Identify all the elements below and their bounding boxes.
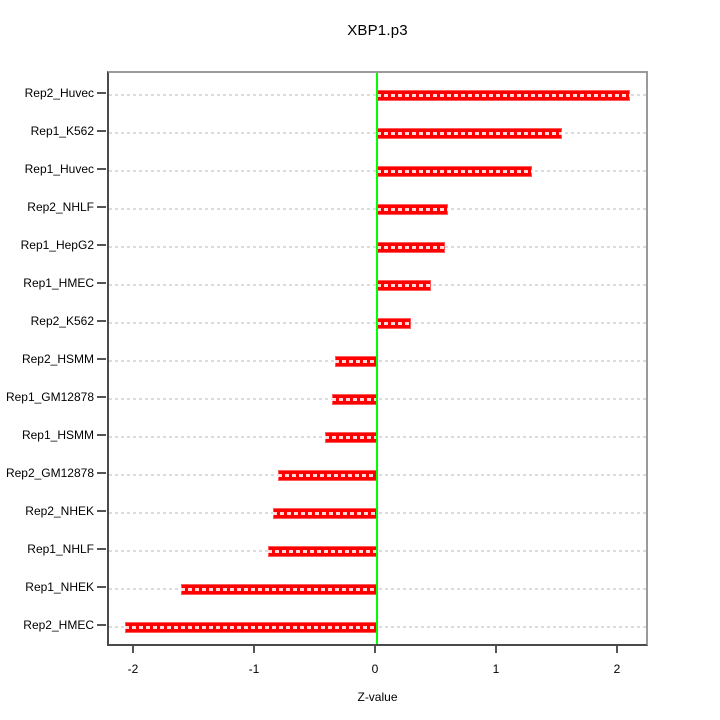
y-tick (97, 244, 106, 247)
gridline-over-bar (377, 246, 445, 250)
y-axis-category-label: Rep2_HSMM (21, 352, 94, 367)
y-tick (97, 396, 106, 399)
x-tick (616, 646, 618, 653)
x-tick-label: 1 (492, 662, 500, 676)
bar (277, 469, 377, 481)
y-tick (97, 130, 106, 133)
y-tick (97, 624, 106, 627)
gridline-over-bar (324, 436, 377, 440)
y-tick (97, 434, 106, 437)
x-tick (495, 646, 497, 653)
y-tick (97, 472, 106, 475)
y-axis-category-label: Rep2_Huvec (24, 86, 94, 101)
gridline-over-bar (180, 588, 377, 592)
gridline-over-bar (377, 322, 411, 326)
y-tick (97, 92, 106, 95)
gridline-over-bar (377, 284, 432, 288)
bar (272, 507, 377, 519)
bar (377, 127, 563, 139)
y-axis-category-label: Rep1_HSMM (21, 428, 94, 443)
gridline-over-bar (125, 626, 377, 630)
y-tick (97, 206, 106, 209)
gridline-over-bar (272, 512, 377, 516)
y-tick (97, 282, 106, 285)
bar (268, 545, 377, 557)
y-tick (97, 510, 106, 513)
y-axis-category-label: Rep1_Huvec (24, 162, 94, 177)
plot-area (107, 71, 648, 646)
y-tick (97, 358, 106, 361)
y-axis-category-label: Rep1_HepG2 (20, 238, 94, 253)
chart-title: XBP1.p3 (347, 22, 408, 39)
bar (125, 621, 377, 633)
y-tick (97, 586, 106, 589)
bar (377, 203, 449, 215)
gridline-over-bar (332, 398, 377, 402)
x-tick (374, 646, 376, 653)
y-axis-category-label: Rep1_K562 (30, 124, 94, 139)
y-axis-category-label: Rep2_NHLF (27, 200, 94, 215)
x-tick-label: -2 (127, 662, 139, 676)
bar (377, 89, 630, 101)
gridline-over-bar (277, 474, 377, 478)
y-axis-category-label: Rep1_HMEC (23, 276, 94, 291)
gridline-over-bar (334, 360, 377, 364)
bar (180, 583, 377, 595)
y-tick (97, 548, 106, 551)
x-tick (132, 646, 134, 653)
y-axis-category-label: Rep2_HMEC (23, 618, 94, 633)
bar (377, 241, 445, 253)
y-axis-category-label: Rep2_K562 (30, 314, 94, 329)
x-tick (253, 646, 255, 653)
y-axis-category-label: Rep2_GM12878 (5, 466, 94, 481)
bar (377, 165, 532, 177)
gridline-over-bar (377, 208, 449, 212)
gridline-over-bar (377, 132, 563, 136)
y-axis-category-label: Rep1_NHLF (27, 542, 94, 557)
gridline-over-bar (377, 170, 532, 174)
gridline-over-bar (268, 550, 377, 554)
bar (332, 393, 377, 405)
bar (377, 317, 411, 329)
x-tick-label: -1 (248, 662, 260, 676)
zero-reference-line (376, 73, 378, 644)
y-tick (97, 320, 106, 323)
y-axis-category-label: Rep1_NHEK (25, 580, 94, 595)
x-tick-label: 2 (613, 662, 621, 676)
x-tick-label: 0 (371, 662, 379, 676)
bar (377, 279, 432, 291)
bar (324, 431, 377, 443)
x-axis-label: Z-value (357, 690, 398, 704)
y-axis-category-label: Rep1_GM12878 (5, 390, 94, 405)
bar (334, 355, 377, 367)
gridline-over-bar (377, 94, 630, 98)
y-axis-category-label: Rep2_NHEK (25, 504, 94, 519)
y-tick (97, 168, 106, 171)
